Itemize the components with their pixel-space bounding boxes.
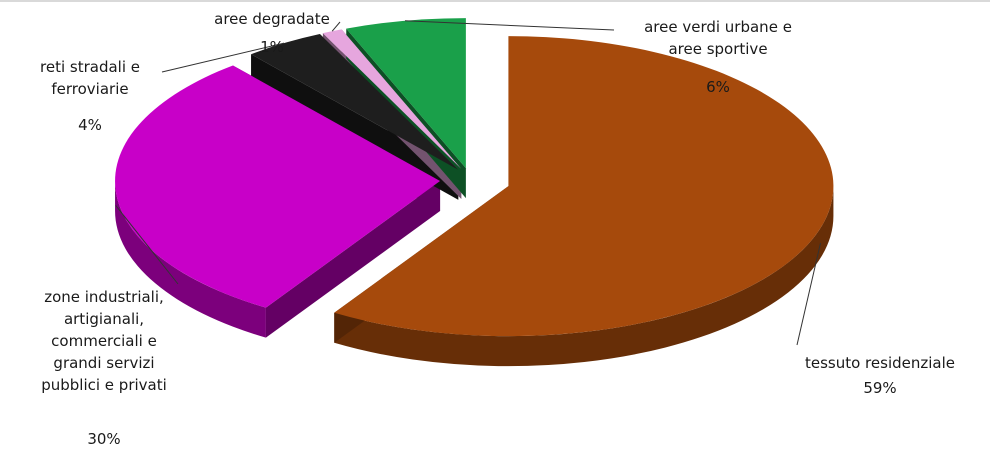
slice-label: reti stradali e ferroviarie: [40, 58, 140, 98]
leader-line: [796, 242, 821, 346]
slice-value-label: 59%: [863, 379, 896, 397]
label-aree-verdi: aree verdi urbane e aree sportive 6%: [644, 18, 792, 96]
leader-line: [115, 205, 179, 285]
slice-reti-stradali: [251, 34, 459, 170]
slice-wall-zone-industriali: [115, 181, 266, 338]
slice-value-label: 4%: [78, 116, 102, 134]
slice-value-label: 6%: [706, 78, 730, 96]
top-border: [0, 0, 990, 2]
slice-label: aree degradate: [214, 10, 330, 28]
slice-wall-tessuto-residenziale: [334, 186, 834, 367]
label-aree-degradate: aree degradate 1%: [214, 10, 330, 56]
leader-line: [331, 21, 341, 32]
leader-line: [161, 42, 285, 73]
slice-tessuto-residenziale: [334, 36, 834, 337]
slice-value-label: 30%: [87, 430, 120, 448]
slice-label: tessuto residenziale: [805, 354, 955, 372]
label-tessuto-residenziale: tessuto residenziale 59%: [805, 354, 955, 397]
pie-slices: [115, 18, 834, 367]
leader-line: [404, 20, 615, 31]
slice-tops: [115, 18, 834, 337]
slice-aree-degradate: [322, 29, 462, 169]
slice-label: aree verdi urbane e aree sportive: [644, 18, 792, 58]
leader-lines: [115, 20, 821, 346]
slice-aree-verdi: [346, 18, 466, 169]
label-reti-stradali: reti stradali e ferroviarie 4%: [40, 58, 140, 134]
slice-cut-zone-industriali: [265, 181, 441, 338]
label-zone-industriali: zone industriali, artigianali, commerciali…: [41, 288, 167, 448]
slice-label: zone industriali, artigianali, commerciali…: [41, 288, 167, 394]
slice-value-label: 1%: [260, 38, 284, 56]
slice-zone-industriali: [115, 65, 441, 308]
